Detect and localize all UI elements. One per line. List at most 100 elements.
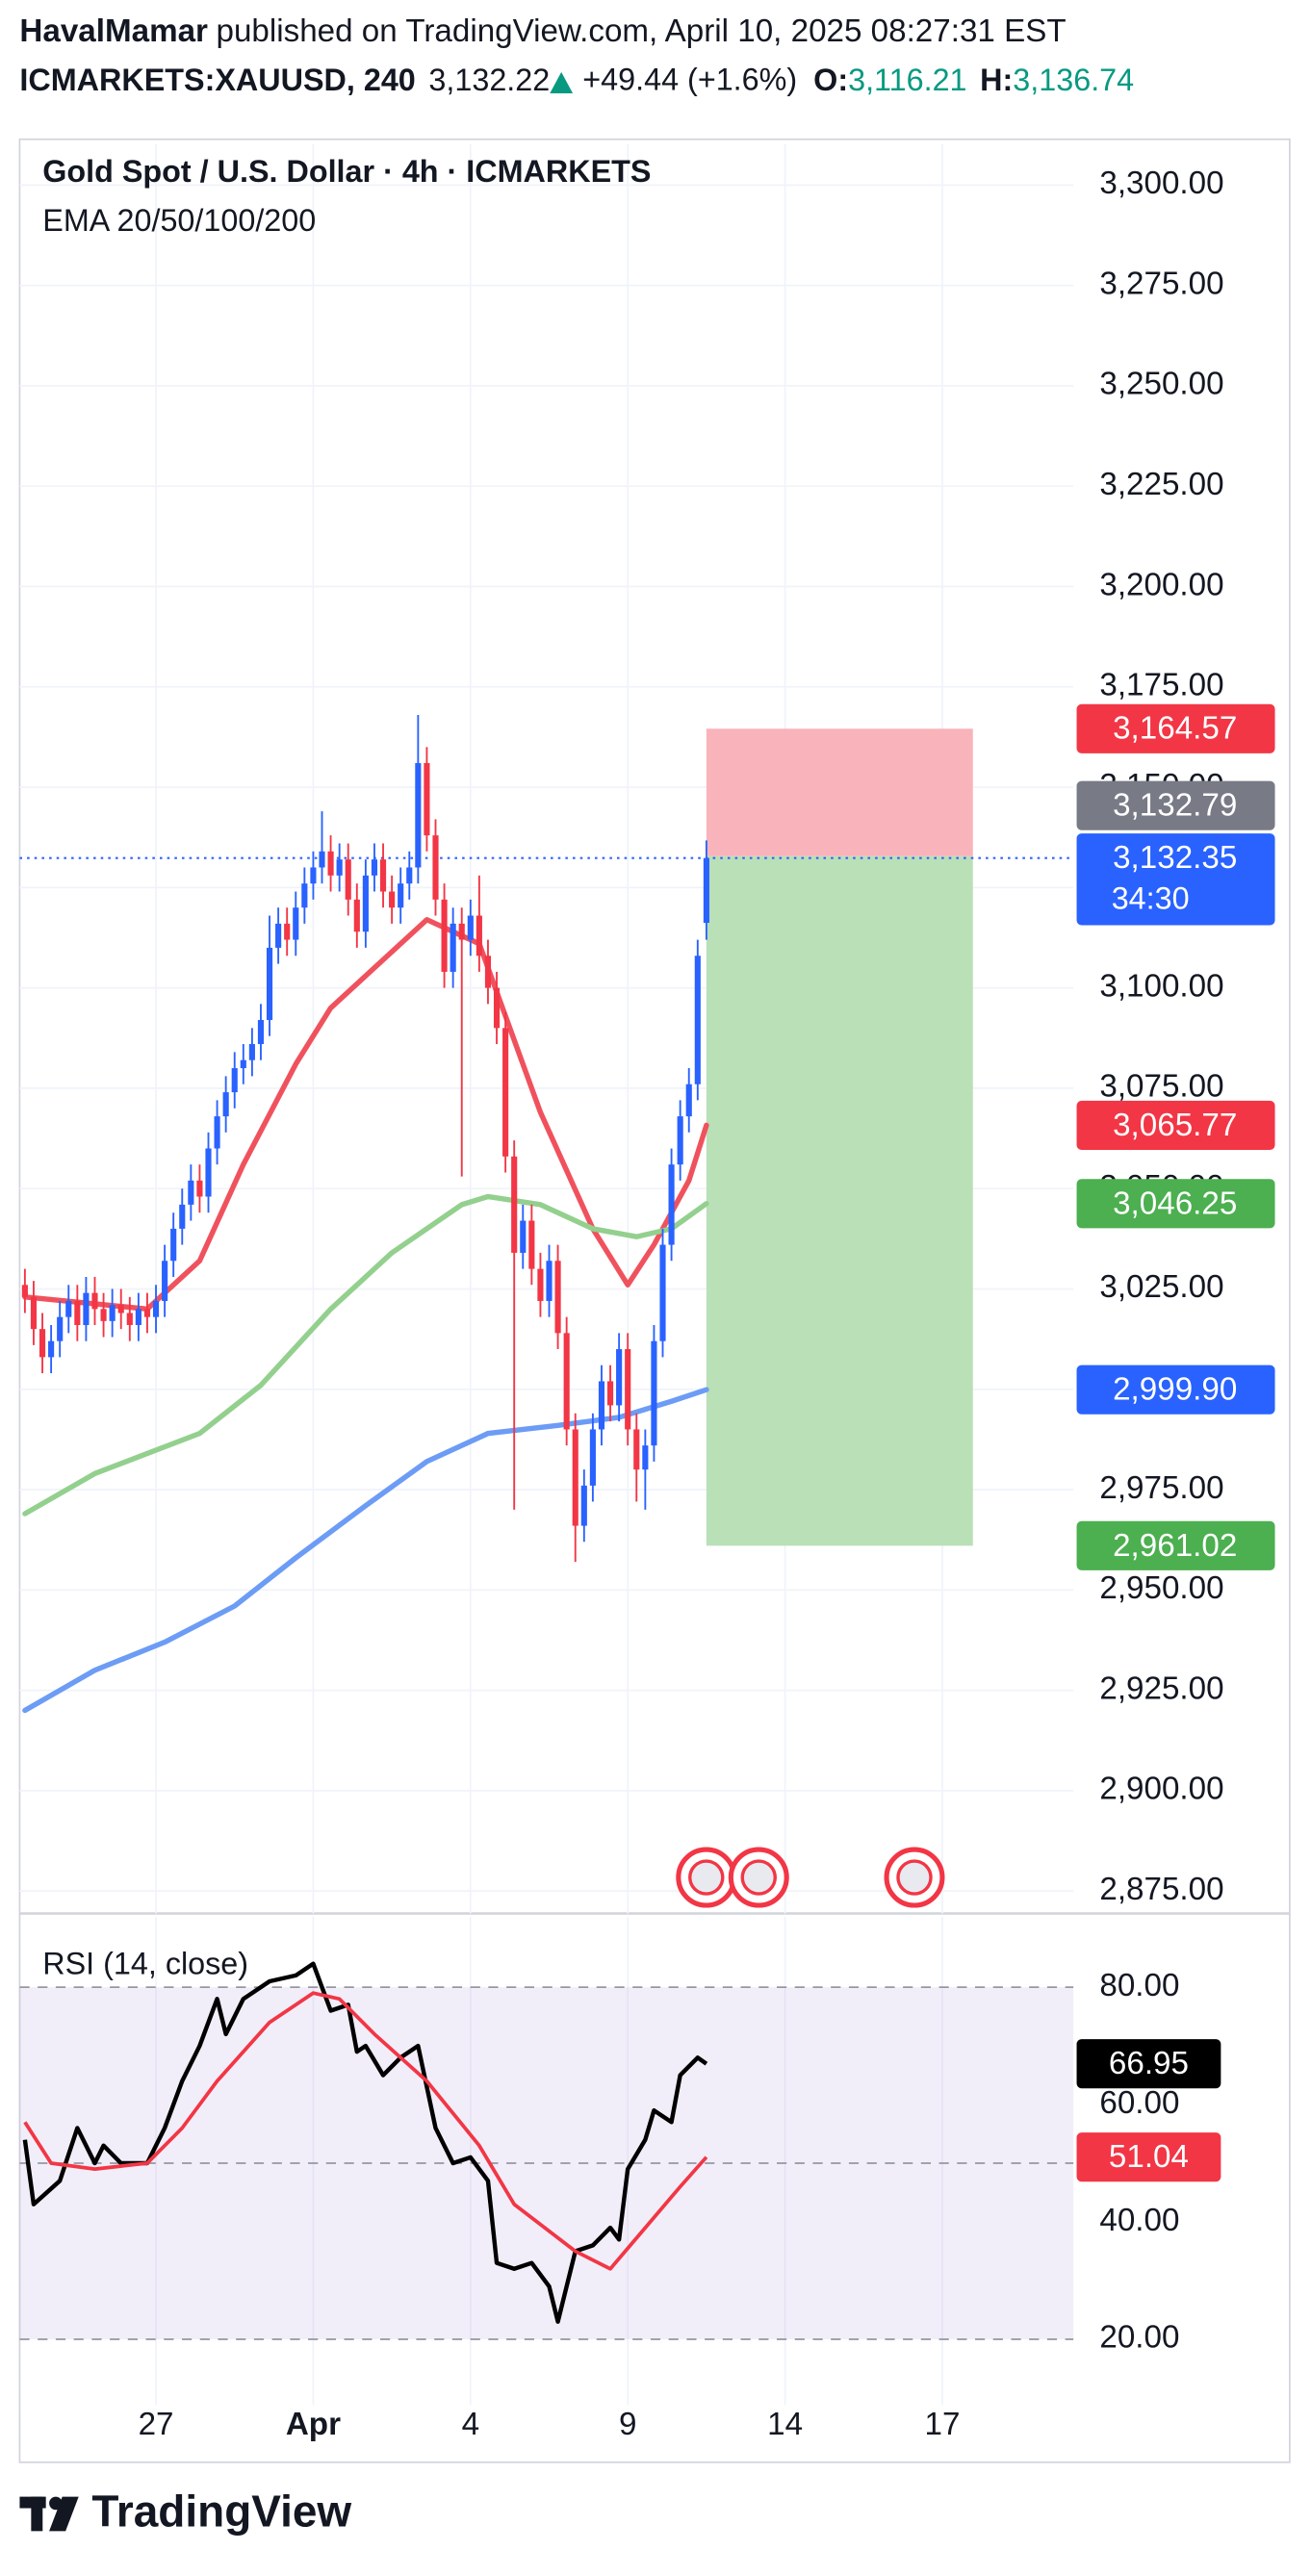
y-tick-label: 3,225.00	[1099, 467, 1223, 502]
candle-body	[248, 1044, 255, 1060]
y-tick-label: 3,100.00	[1099, 968, 1223, 1004]
candle-body	[398, 883, 404, 908]
y-tick-label: 2,950.00	[1099, 1570, 1223, 1606]
publish-line: HavalMamar published on TradingView.com, …	[19, 13, 1066, 49]
candle-body	[589, 1429, 596, 1486]
candle-body	[126, 1313, 133, 1326]
rsi-badge-label: 66.95	[1109, 2046, 1189, 2081]
candle-body	[310, 867, 317, 884]
candle-body	[441, 899, 448, 972]
candle-body	[284, 923, 291, 940]
candle-body	[83, 1292, 90, 1326]
price-badge	[1076, 1365, 1275, 1415]
candle-body	[353, 899, 360, 932]
candle-body	[266, 947, 273, 1020]
price-badge-label: 3,065.77	[1113, 1108, 1237, 1143]
rsi-title: RSI (14, close)	[42, 1947, 248, 1981]
rsi-line	[23, 1991, 708, 2271]
y-tick-label: 3,275.00	[1099, 266, 1223, 301]
candle-body	[100, 1309, 107, 1321]
rsi: 20.00 40.00 60.00 80.00 66.95 51.04	[19, 1961, 1221, 2356]
price-badge	[1076, 780, 1275, 830]
candle-body	[257, 1019, 265, 1045]
candle-body	[554, 1261, 561, 1334]
candle-body	[511, 1156, 518, 1253]
ema-line	[22, 1193, 709, 1517]
candle-body	[196, 1180, 203, 1197]
candle-body	[152, 1300, 160, 1317]
candle-body	[651, 1340, 657, 1446]
rsi-tick-label: 80.00	[1099, 1968, 1179, 2003]
logo-part	[49, 2496, 79, 2532]
y-tick-label: 3,075.00	[1099, 1069, 1223, 1105]
event-icon-flag	[740, 1859, 777, 1896]
x-tick-label: 9	[619, 2407, 636, 2442]
countdown: 34:30	[1112, 880, 1190, 915]
event-icons	[676, 1847, 945, 1908]
author: HavalMamar	[19, 13, 208, 49]
candle-body	[74, 1300, 81, 1326]
x-tick-label: Apr	[286, 2407, 341, 2442]
candle-body	[476, 915, 482, 956]
open-label: O:	[813, 63, 848, 97]
candle-body	[677, 1116, 683, 1165]
x-tick-label: 27	[139, 2407, 174, 2442]
price-badge-label: 3,164.57	[1113, 711, 1237, 747]
candle-body	[616, 1349, 623, 1406]
candle-body	[563, 1333, 570, 1430]
candle-body	[188, 1180, 194, 1205]
y-tick-label: 3,300.00	[1099, 166, 1223, 201]
candle-body	[39, 1329, 46, 1358]
price-badge	[1076, 1520, 1275, 1570]
candle-body	[48, 1340, 55, 1358]
y-tick-label: 3,025.00	[1099, 1269, 1223, 1305]
candle-body	[205, 1148, 212, 1197]
y-tick-label: 3,250.00	[1099, 367, 1223, 402]
event-icon-flag	[688, 1859, 725, 1896]
candle-body	[162, 1261, 168, 1301]
high-label: H:	[980, 63, 1013, 97]
candle-body	[222, 1092, 229, 1117]
candle-body	[231, 1068, 238, 1093]
price-badge	[1076, 703, 1275, 753]
candle-body	[598, 1381, 605, 1430]
target-zone	[706, 855, 973, 1546]
candle-body	[240, 1059, 246, 1069]
price-badge	[1076, 833, 1275, 926]
candle-body	[117, 1305, 124, 1314]
position-tool	[706, 728, 973, 1546]
candle-body	[685, 1084, 692, 1117]
candle-body	[109, 1305, 116, 1321]
candle-body	[502, 1028, 509, 1157]
candle-body	[143, 1309, 151, 1317]
candle-body	[379, 859, 387, 892]
candle-body	[546, 1261, 553, 1301]
y-tick-label: 2,975.00	[1099, 1470, 1223, 1506]
candle-body	[336, 859, 343, 876]
candle-body	[65, 1300, 72, 1317]
rsi-badge	[1076, 2039, 1221, 2089]
candles	[21, 714, 709, 1563]
logo-part	[31, 2496, 43, 2532]
candle-body	[484, 956, 492, 988]
x-tick-label: 17	[925, 2407, 961, 2442]
candle-body	[580, 1485, 587, 1526]
candle-body	[179, 1204, 186, 1229]
candle-body	[424, 763, 430, 836]
symbol-line: ICMARKETS:XAUUSD, 240 3,132.22	[19, 63, 550, 97]
candle-body	[327, 851, 334, 876]
price-badge-label: 2,961.02	[1113, 1528, 1237, 1564]
y-tick-label: 3,175.00	[1099, 668, 1223, 703]
candle-body	[30, 1296, 38, 1330]
candle-body	[633, 1429, 640, 1470]
candle-body	[293, 907, 299, 940]
candle-body	[135, 1309, 141, 1326]
candle-body	[91, 1292, 98, 1310]
candle-body	[467, 915, 474, 940]
rsi-tick-label: 40.00	[1099, 2203, 1179, 2238]
candle-body	[389, 891, 396, 908]
stop-zone	[706, 728, 973, 856]
candle-body	[432, 835, 439, 900]
candle-body	[319, 851, 325, 868]
candle-body	[606, 1381, 614, 1406]
